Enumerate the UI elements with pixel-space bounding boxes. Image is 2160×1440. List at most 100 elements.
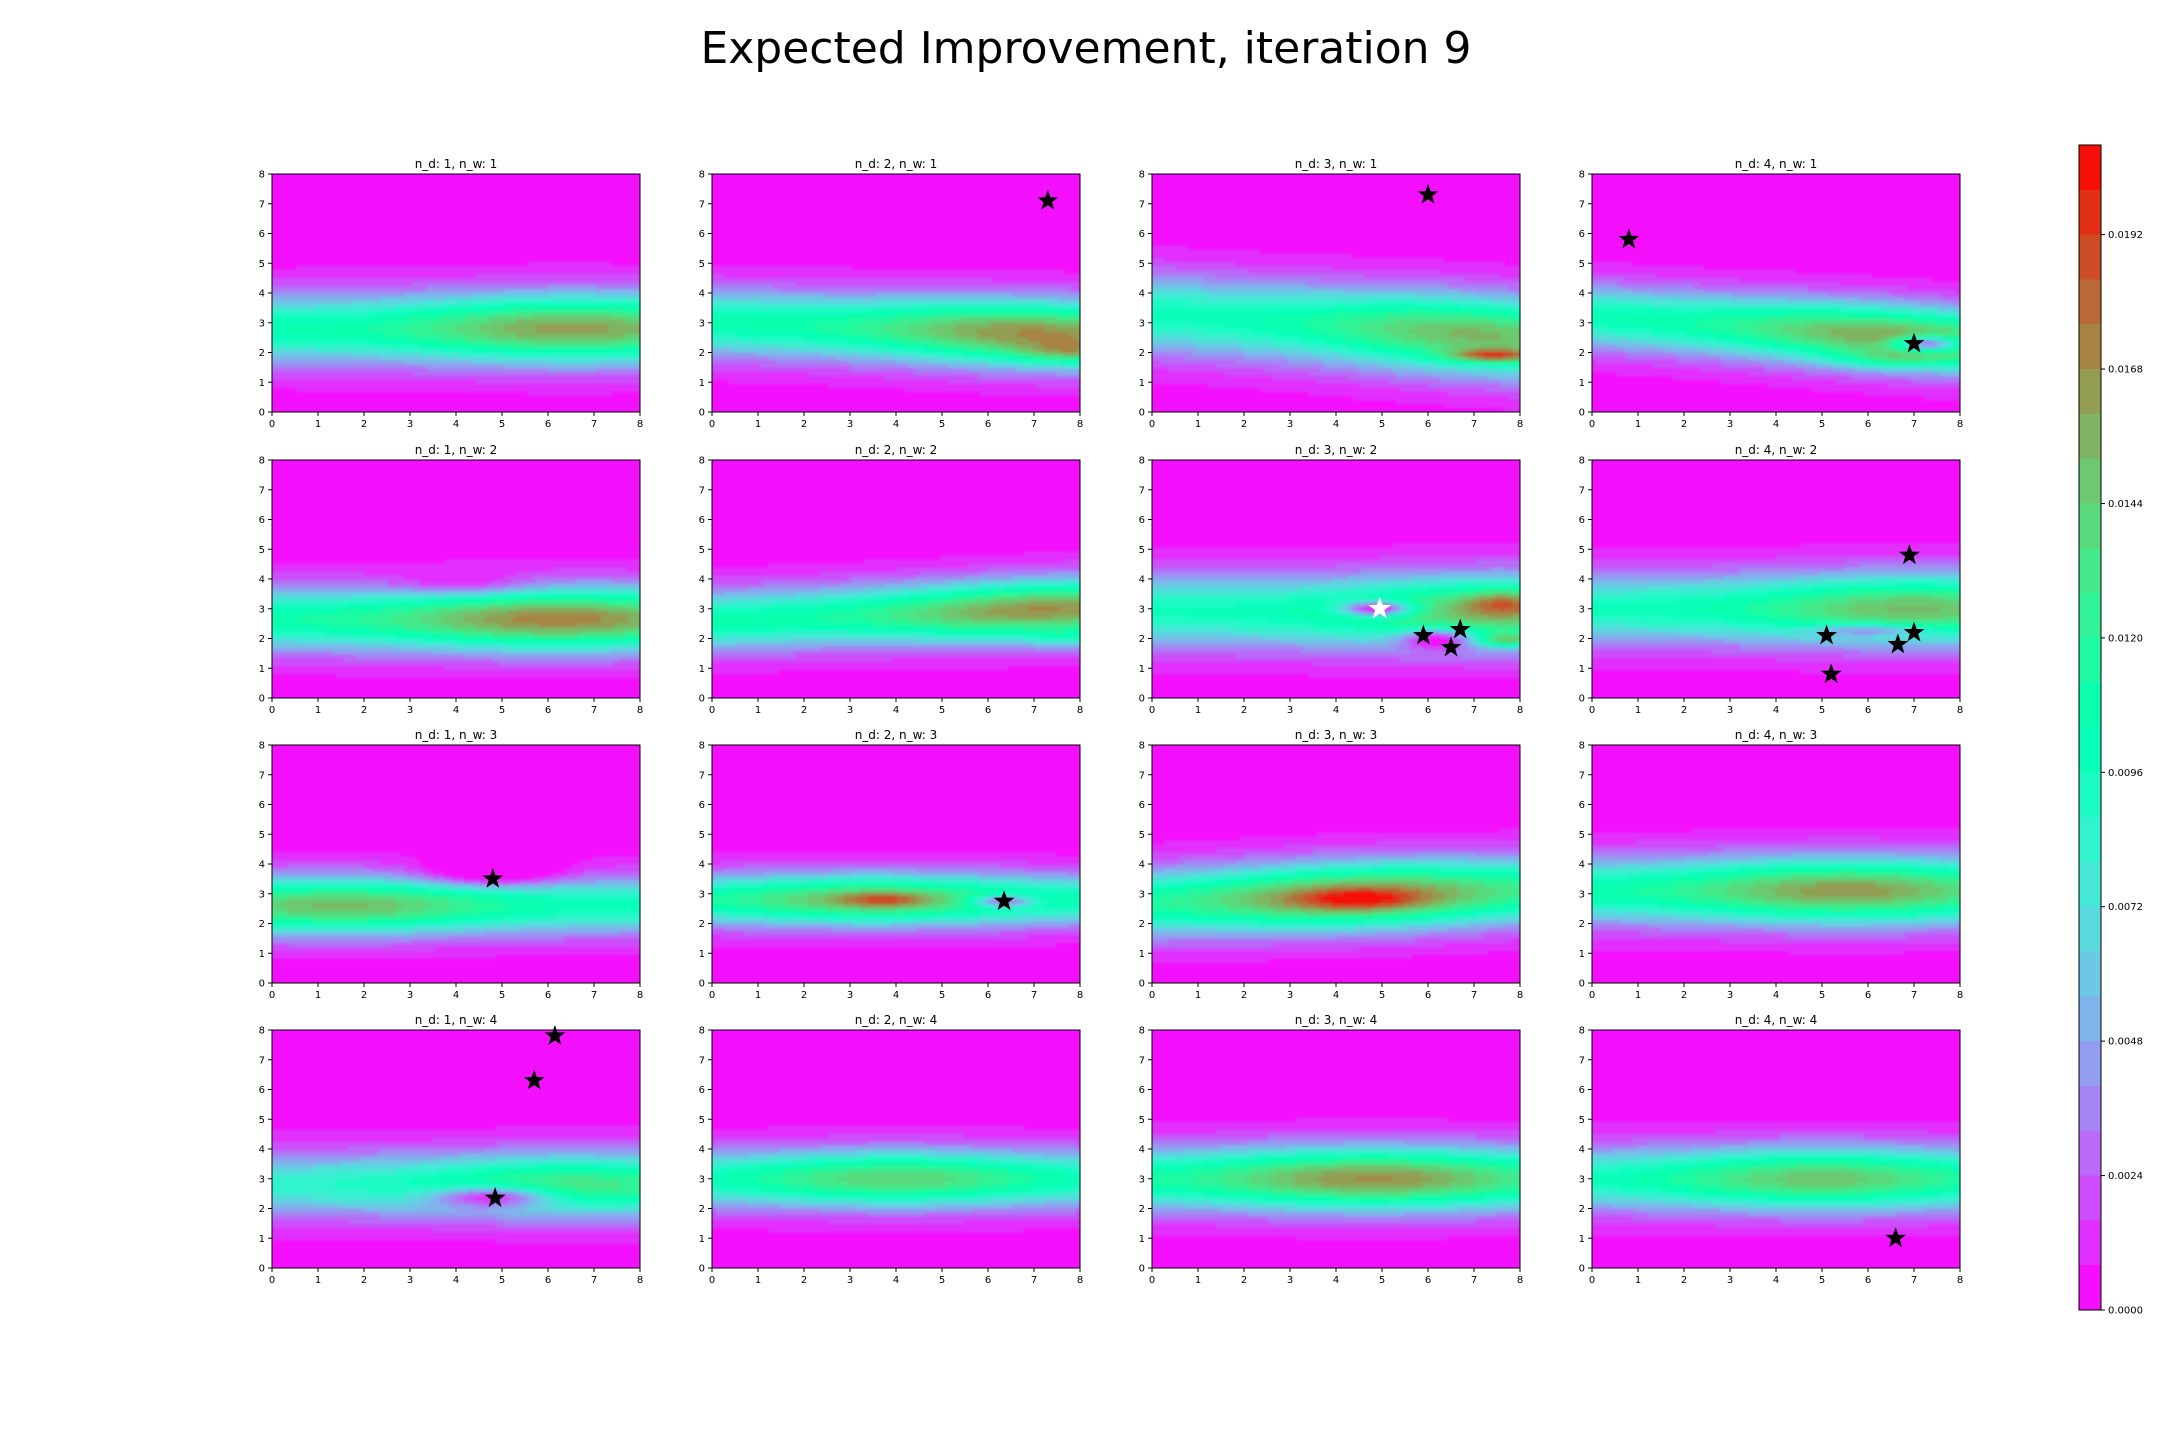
y-tick-label: 6 — [1579, 1085, 1585, 1096]
y-tick-label: 1 — [1139, 949, 1145, 960]
x-tick-label: 6 — [1865, 705, 1871, 716]
x-tick-label: 6 — [1865, 1275, 1871, 1286]
x-tick-label: 6 — [1425, 419, 1431, 430]
y-tick-label: 3 — [699, 889, 705, 900]
x-tick-label: 8 — [1077, 705, 1083, 716]
panel-title: n_d: 3, n_w: 1 — [1295, 157, 1378, 171]
x-tick-label: 0 — [1589, 705, 1595, 716]
evaluated-point-star — [1903, 332, 1925, 353]
evaluated-point-star — [1449, 618, 1471, 639]
x-tick-label: 4 — [893, 990, 899, 1001]
x-tick-label: 8 — [1957, 419, 1963, 430]
y-tick-label: 5 — [1579, 1115, 1585, 1126]
x-tick-label: 0 — [1149, 705, 1155, 716]
x-tick-label: 8 — [1517, 705, 1523, 716]
y-tick-label: 8 — [259, 170, 265, 181]
y-tick-label: 1 — [259, 1234, 265, 1245]
x-tick-label: 2 — [1241, 705, 1247, 716]
y-tick-label: 7 — [1139, 199, 1145, 210]
y-tick-label: 0 — [259, 979, 265, 990]
x-tick-label: 8 — [1517, 990, 1523, 1001]
ei-contour-field — [712, 460, 1080, 698]
y-tick-label: 2 — [1139, 634, 1145, 645]
x-tick-label: 3 — [1727, 419, 1733, 430]
panel: n_d: 4, n_w: 3 0 1 2 3 4 5 6 7 8 0 1 2 3 4 5 6 7 8 — [1579, 728, 1964, 1001]
x-tick-label: 8 — [637, 419, 643, 430]
x-tick-label: 0 — [269, 990, 275, 1001]
x-tick-label: 7 — [1471, 419, 1477, 430]
y-tick-label: 5 — [1579, 545, 1585, 556]
panel-title: n_d: 4, n_w: 3 — [1735, 728, 1818, 742]
ei-contour-field — [712, 745, 1080, 983]
x-tick-label: 5 — [1379, 419, 1385, 430]
y-tick-label: 0 — [1139, 979, 1145, 990]
y-tick-label: 1 — [259, 378, 265, 389]
y-tick-label: 1 — [259, 664, 265, 675]
y-tick-label: 5 — [699, 259, 705, 270]
evaluated-point-star — [1037, 189, 1059, 210]
y-tick-label: 7 — [1579, 485, 1585, 496]
ei-contour-field — [1152, 174, 1520, 412]
x-tick-label: 1 — [1635, 419, 1641, 430]
colorbar-tick-label: 0.0072 — [2108, 902, 2143, 913]
y-tick-label: 7 — [699, 199, 705, 210]
x-tick-label: 4 — [1773, 419, 1779, 430]
x-tick-label: 8 — [1077, 1275, 1083, 1286]
y-tick-label: 5 — [1139, 259, 1145, 270]
y-tick-label: 3 — [259, 318, 265, 329]
evaluated-point-star — [1440, 636, 1462, 657]
y-tick-label: 7 — [259, 199, 265, 210]
x-tick-label: 1 — [315, 1275, 321, 1286]
y-tick-label: 1 — [1139, 378, 1145, 389]
panel: n_d: 3, n_w: 2 0 1 2 3 4 5 6 7 8 0 1 2 3 4 5 6 7 8 — [1139, 443, 1524, 716]
x-tick-label: 3 — [407, 705, 413, 716]
x-tick-label: 7 — [1031, 1275, 1037, 1286]
panel-title: n_d: 1, n_w: 1 — [415, 157, 498, 171]
x-tick-label: 7 — [591, 990, 597, 1001]
x-tick-label: 6 — [545, 990, 551, 1001]
y-tick-label: 4 — [1139, 289, 1145, 300]
x-tick-label: 2 — [1241, 1275, 1247, 1286]
x-tick-label: 0 — [269, 705, 275, 716]
x-tick-label: 5 — [939, 705, 945, 716]
y-tick-label: 8 — [699, 170, 705, 181]
panel: n_d: 1, n_w: 2 0 1 2 3 4 5 6 7 8 0 1 2 3 4 5 6 7 8 — [259, 443, 644, 716]
y-tick-label: 0 — [1579, 1264, 1585, 1275]
ei-contour-field — [272, 460, 640, 698]
panel: n_d: 3, n_w: 4 0 1 2 3 4 5 6 7 8 0 1 2 3 4 5 6 7 8 — [1139, 1013, 1524, 1286]
y-tick-label: 5 — [1579, 259, 1585, 270]
panel-title: n_d: 3, n_w: 3 — [1295, 728, 1378, 742]
ei-contour-field — [1592, 174, 1960, 412]
x-tick-label: 0 — [269, 419, 275, 430]
x-tick-label: 1 — [755, 419, 761, 430]
y-tick-label: 2 — [699, 1204, 705, 1215]
y-tick-label: 2 — [1139, 348, 1145, 359]
y-tick-label: 3 — [1579, 604, 1585, 615]
y-tick-label: 0 — [1579, 694, 1585, 705]
panel-title: n_d: 1, n_w: 3 — [415, 728, 498, 742]
x-tick-label: 8 — [1077, 419, 1083, 430]
y-tick-label: 7 — [259, 1055, 265, 1066]
x-tick-label: 4 — [453, 419, 459, 430]
colorbar-tick-label: 0.0120 — [2108, 633, 2143, 644]
x-tick-label: 6 — [985, 705, 991, 716]
y-tick-label: 2 — [699, 919, 705, 930]
y-tick-label: 1 — [1579, 1234, 1585, 1245]
x-tick-label: 2 — [361, 705, 367, 716]
x-tick-label: 5 — [499, 990, 505, 1001]
x-tick-label: 7 — [591, 1275, 597, 1286]
ei-contour-field — [272, 174, 640, 412]
y-tick-label: 6 — [1139, 1085, 1145, 1096]
colorbar-tick-label: 0.0144 — [2108, 499, 2143, 510]
ei-contour-field — [1592, 1030, 1960, 1268]
y-tick-label: 4 — [1579, 1145, 1585, 1156]
next-point-star — [1368, 596, 1392, 619]
y-tick-label: 5 — [259, 830, 265, 841]
y-tick-label: 5 — [259, 545, 265, 556]
y-tick-label: 2 — [1579, 919, 1585, 930]
x-tick-label: 2 — [1681, 419, 1687, 430]
x-tick-label: 1 — [315, 419, 321, 430]
colorbar-frame — [2078, 144, 2102, 1311]
y-tick-label: 2 — [699, 348, 705, 359]
x-tick-label: 7 — [591, 419, 597, 430]
